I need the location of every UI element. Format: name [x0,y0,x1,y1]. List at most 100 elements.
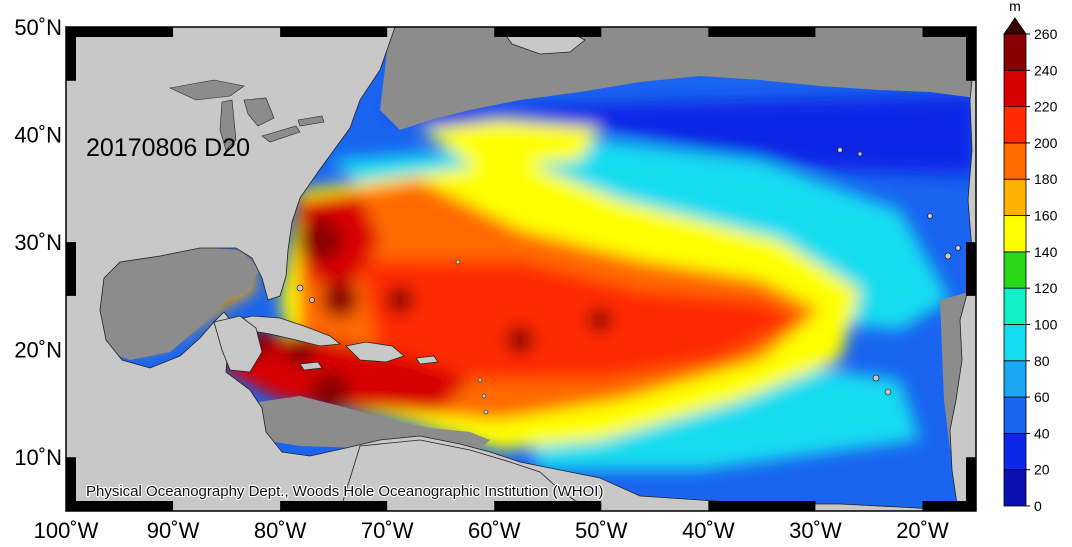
colorbar-overflow-arrow [1003,17,1027,35]
lon-tick-label: 60˚W [468,518,521,542]
frame-tick-bar [708,27,816,37]
lon-tick-label: 20˚W [896,518,949,542]
lesser-antilles-island [483,409,489,415]
lesser-antilles-island [481,393,487,399]
frame-tick-bar [708,501,816,511]
lon-tick-label: 50˚W [575,518,628,542]
lake-huron [243,97,275,127]
puerto-rico-island [415,355,439,365]
plot-area [66,27,976,511]
frame-tick-bar [966,27,976,81]
colorbar-bin [1003,33,1027,71]
colorbar-bin [1003,251,1027,289]
lon-tick-label: 80˚W [254,518,307,542]
lake-ontario [297,115,325,127]
south-america-land [339,439,591,511]
lon-tick-label: 90˚W [147,518,200,542]
cape-verde-island [884,388,892,396]
jamaica-island [299,361,323,371]
frame-tick-bar [494,501,602,511]
warm-eddy [298,218,342,262]
colorbar-tick-label: 80 [1034,353,1050,369]
frame-tick-bar [66,27,76,81]
colorbar-tick-label: 160 [1034,208,1058,224]
colorbar-bin [1003,324,1027,362]
lat-tick-label: 40˚N [14,123,62,148]
bermuda-island [455,259,461,265]
colorbar-bins [1003,33,1027,507]
small-islands [296,147,961,415]
warm-eddy [588,308,612,332]
lat-tick-label: 10˚N [14,445,62,470]
colorbar-bin [1003,360,1027,398]
frame-tick-bar [494,27,602,37]
colorbar-tick-label: 240 [1034,62,1058,78]
lat-tick-label: 50˚N [14,15,62,40]
colorbar-bin [1003,469,1027,507]
bahamas-island [296,284,304,292]
cape-verde-island [872,374,880,382]
credit-text: Physical Oceanography Dept., Woods Hole … [86,483,603,500]
colorbar-tick-label: 120 [1034,280,1058,296]
north-america-land [66,27,976,511]
frame-tick-bar [922,501,976,511]
frame-tick-bar [66,457,76,511]
lake-superior [169,79,245,101]
frame-tick-bar [66,242,76,296]
lat-tick-label: 30˚N [14,230,62,255]
lon-tick-label: 40˚W [682,518,735,542]
colorbar-tick-label: 220 [1034,99,1058,115]
frame-tick-bar [280,27,388,37]
map-title: 20170806 D20 [86,134,250,162]
frame-tick-bar [966,242,976,296]
latitude-tick-labels: 10˚N 20˚N 30˚N 40˚N 50˚N [14,15,62,470]
yucatan-peninsula [213,315,263,373]
colorbar-tick-label: 20 [1034,462,1050,478]
colorbar-tick-label: 140 [1034,244,1058,260]
colorbar-tick-label: 260 [1034,26,1058,42]
hispaniola-island [345,341,405,363]
lesser-antilles-island [477,377,483,383]
colorbar-tick-label: 0 [1034,498,1042,514]
azores-island [857,151,863,157]
no-data-gulf-coast [100,246,260,360]
colorbar-tick-label: 200 [1034,135,1058,151]
colorbar: m 0 20 40 60 80 100 120 140 160 180 200 220 240 260 [1003,0,1058,514]
colorbar-bin [1003,69,1027,108]
frame-tick-bar [922,27,976,37]
colorbar-bin [1003,287,1027,325]
colorbar-tick-label: 180 [1034,171,1058,187]
africa-land [949,27,976,511]
warm-eddy [386,286,414,314]
longitude-tick-labels: 100˚W 90˚W 80˚W 70˚W 60˚W 50˚W 40˚W 30˚W 20˚W [34,518,949,543]
no-data-north-strip [380,27,976,130]
frame-tick-bar [66,27,174,37]
lon-tick-label: 30˚W [789,518,842,542]
contour-north-atlantic-cold [380,95,976,175]
colorbar-bin [1003,142,1027,180]
colorbar-unit: m [1009,0,1021,14]
cuba-island [226,315,342,347]
azores-island [837,147,843,153]
frame-tick-bars [66,27,976,511]
colorbar-bin [1003,396,1027,434]
frame-tick-bar [966,457,976,511]
colorbar-tick-label: 60 [1034,389,1050,405]
lake-michigan [219,99,237,151]
colorbar-bin [1003,106,1027,144]
colorbar-bin [1003,432,1027,471]
contour-subtropical-gyre-edge [420,120,600,170]
colorbar-bin [1003,215,1027,253]
bahamas-island [309,297,315,303]
colorbar-tick-labels: 0 20 40 60 80 100 120 140 160 180 200 220 240 260 [1026,26,1058,514]
lat-tick-label: 20˚N [14,338,62,363]
frame-tick-bar [280,501,388,511]
colorbar-tick-label: 100 [1034,316,1058,332]
great-lakes [169,79,325,151]
colorbar-tick-label: 40 [1034,425,1050,441]
lon-tick-label: 70˚W [361,518,414,542]
contour-sargasso-warm-pool [360,260,800,380]
canary-island [955,245,961,251]
